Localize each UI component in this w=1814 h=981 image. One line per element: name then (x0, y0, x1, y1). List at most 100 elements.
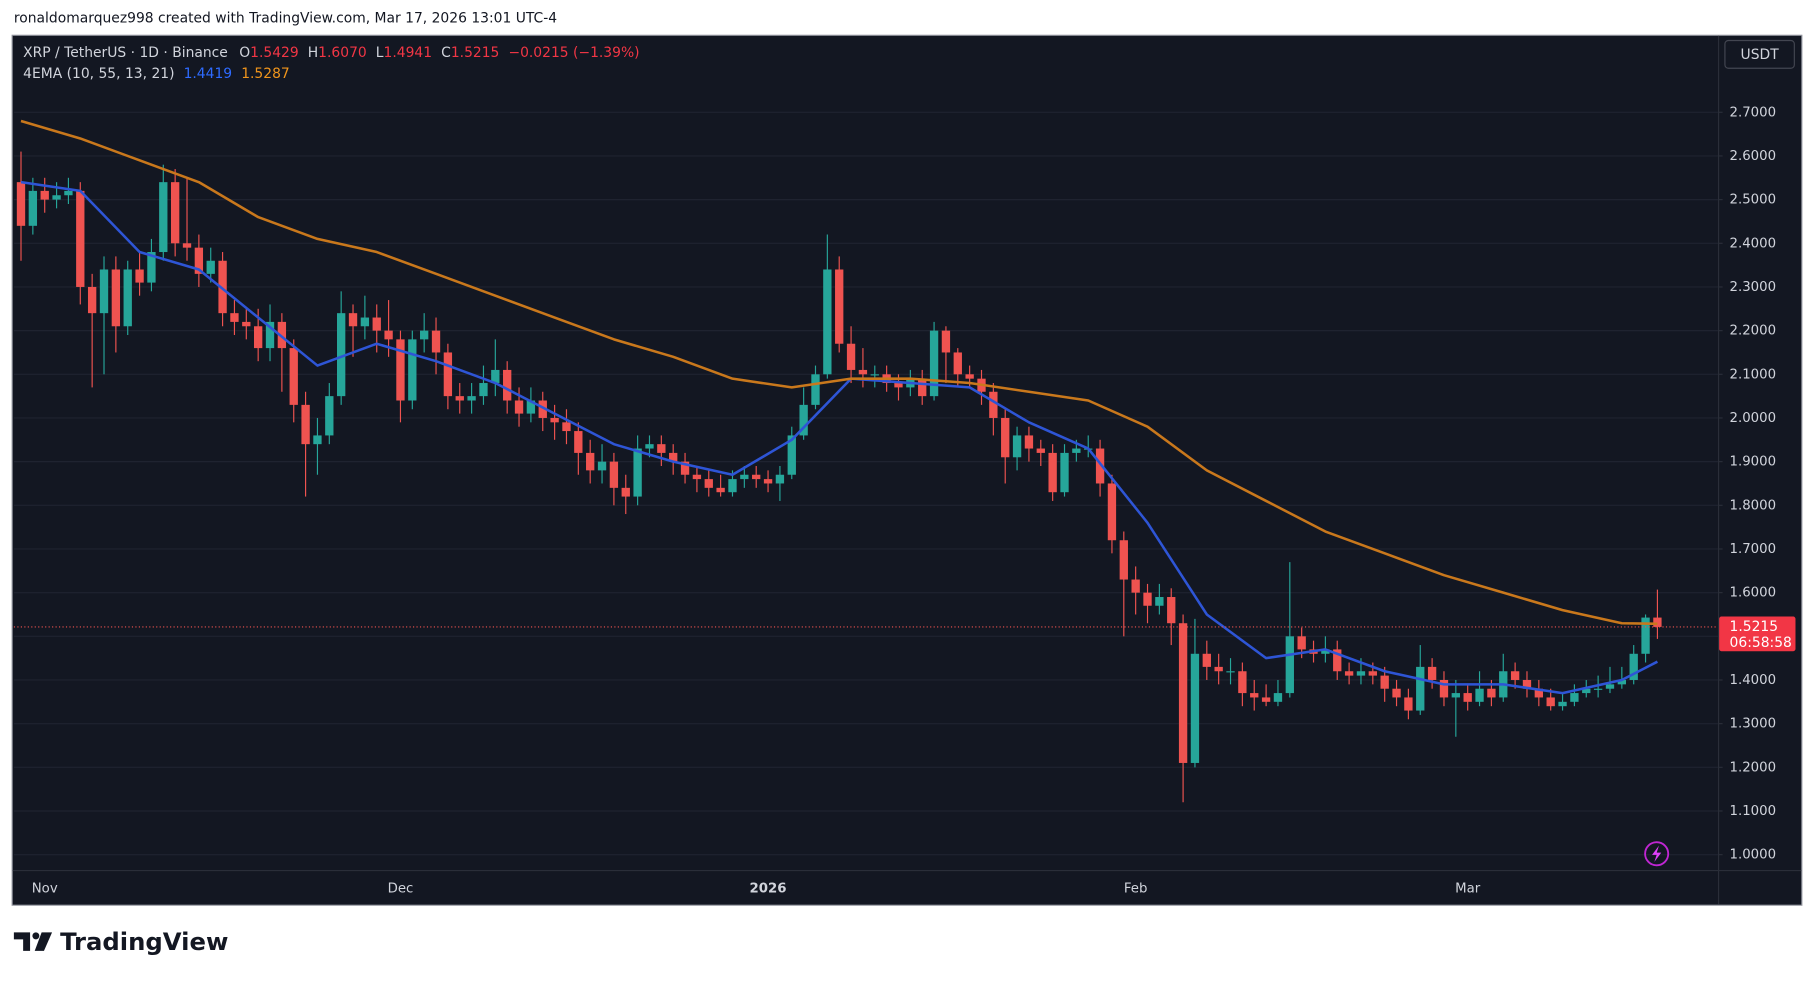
candle-body (728, 479, 737, 493)
candle-body (1416, 666, 1425, 711)
candle-body (799, 404, 808, 436)
candle-body (633, 448, 642, 497)
x-tick-label: Feb (1124, 881, 1148, 896)
candle-body (621, 487, 630, 497)
candle-body (301, 404, 310, 445)
candle-body (289, 348, 298, 405)
candle-body (953, 352, 962, 375)
candle-body (1641, 617, 1650, 654)
candle-body (586, 452, 595, 471)
candle-body (1510, 671, 1520, 680)
candle-body (348, 313, 358, 327)
candle-body (491, 369, 500, 384)
candle-body (147, 252, 156, 283)
x-tick-label: Mar (1455, 881, 1481, 896)
y-tick-label: 2.2000 (1730, 324, 1777, 339)
candle-body (396, 339, 405, 401)
price-label: 1.5215 (1730, 619, 1779, 635)
candle-body (835, 269, 844, 344)
candle-body (1143, 592, 1152, 606)
y-tick-label: 1.2000 (1730, 760, 1777, 775)
candle-body (111, 269, 121, 327)
candle-body (918, 378, 927, 397)
candle-body (1119, 540, 1128, 580)
y-tick-label: 2.4000 (1730, 236, 1777, 251)
candle-body (64, 190, 73, 196)
candle-body (1356, 671, 1366, 676)
candle-body (716, 487, 725, 493)
y-tick-label: 1.9000 (1730, 455, 1777, 470)
candle-body (870, 374, 879, 376)
alert-icon[interactable] (1644, 841, 1670, 867)
candle-body (313, 435, 322, 445)
candle-body (1404, 697, 1413, 711)
chart-panel (11, 34, 1803, 906)
candle-body (1285, 636, 1294, 694)
candle-body (1617, 679, 1627, 685)
y-tick-label: 1.1000 (1730, 804, 1777, 819)
candle-body (1131, 579, 1140, 593)
candle-body (16, 182, 26, 226)
currency[interactable]: USDT (1741, 47, 1780, 63)
candle-body (28, 190, 38, 226)
candle-body (265, 321, 275, 349)
candle-body (99, 269, 109, 314)
candle-body (455, 396, 464, 401)
candle-body (1167, 597, 1176, 624)
candle-body (431, 330, 441, 353)
candle-body (1024, 435, 1034, 449)
candle-body (858, 369, 868, 375)
candle-body (277, 321, 287, 349)
ohlc-label: C (441, 45, 451, 61)
brand-logo (13, 932, 53, 951)
indicator-legend: 4EMA (10, 55, 13, 21) 1.4419 1.5287 (23, 66, 290, 82)
candle-body (526, 400, 536, 414)
candle-body (775, 474, 785, 484)
candle-body (1368, 671, 1377, 676)
y-tick-label: 2.3000 (1730, 280, 1777, 295)
candle-body (1001, 417, 1010, 458)
candle-body (1155, 597, 1164, 606)
y-tick-label: 2.5000 (1730, 193, 1777, 208)
candle-body (740, 474, 749, 480)
candle-body (443, 352, 453, 397)
y-tick-label: 2.7000 (1730, 105, 1777, 120)
candle-body (1214, 666, 1223, 672)
candle-body (230, 313, 239, 322)
candle-body (1238, 671, 1247, 694)
ohlc-label: H (308, 45, 318, 61)
candle-body (135, 269, 144, 283)
candle-body (1570, 693, 1579, 702)
attribution: ronaldomarquez998 created with TradingVi… (14, 11, 557, 27)
candle-body (657, 444, 666, 453)
plot-layer (13, 111, 1718, 856)
countdown: 06:58:58 (1730, 635, 1792, 651)
logo-mark (34, 932, 53, 951)
candle-body (1487, 688, 1496, 698)
candle-body (206, 260, 215, 274)
candle-body (787, 435, 796, 475)
ohlc-label: L (376, 45, 384, 61)
candle-body (989, 391, 998, 418)
candle-body (503, 369, 512, 401)
indicator-value: 1.4419 (184, 66, 233, 82)
candle-body (40, 190, 49, 200)
candle-body (182, 243, 192, 248)
candle-body (1629, 653, 1638, 680)
candle-body (1072, 448, 1081, 453)
candle-body (1427, 666, 1437, 680)
candle-body (1605, 684, 1615, 689)
candle-body (894, 383, 903, 388)
candle-body (929, 330, 939, 397)
indicator-name: 4EMA (10, 55, 13, 21) (23, 66, 174, 82)
candle-body (645, 444, 654, 449)
candle-body (123, 269, 132, 327)
candle-body (1107, 483, 1117, 541)
candle-body (1036, 448, 1045, 453)
y-tick-label: 1.3000 (1730, 717, 1777, 732)
candle-body (1273, 693, 1283, 702)
y-tick-label: 2.6000 (1730, 149, 1777, 164)
currency-button[interactable] (1724, 39, 1795, 69)
candle-body (218, 260, 227, 314)
